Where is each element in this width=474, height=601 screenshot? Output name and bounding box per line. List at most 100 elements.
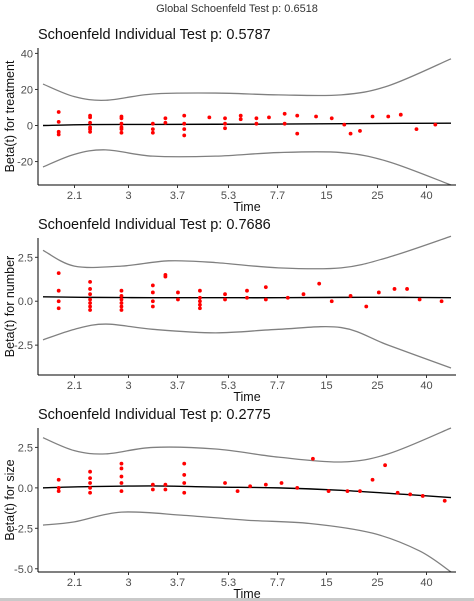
residual-point — [119, 294, 124, 298]
residual-point — [442, 498, 447, 503]
residual-point — [398, 112, 403, 117]
residual-point — [358, 129, 362, 133]
residual-point — [163, 274, 168, 279]
residual-point — [198, 299, 202, 304]
residual-point — [279, 481, 284, 485]
residual-point — [150, 299, 155, 304]
y-tick-label: 0.0 — [18, 296, 33, 308]
residual-point — [317, 281, 322, 286]
panel-title: Schoenfeld Individual Test p: 0.2775 — [38, 407, 271, 423]
residual-point — [88, 129, 92, 134]
residual-point — [295, 485, 300, 490]
residual-point — [235, 489, 240, 493]
residual-point — [245, 288, 249, 293]
residual-point — [119, 489, 124, 493]
residual-point — [420, 494, 425, 498]
x-tick-label: 15 — [320, 380, 332, 392]
y-tick-label: 20 — [21, 84, 33, 96]
x-tick-label: 40 — [420, 577, 432, 589]
residual-point — [119, 130, 124, 135]
residual-point — [314, 114, 318, 119]
residual-point — [439, 299, 444, 304]
panel-3: Schoenfeld Individual Test p: 0.2775 -5.0… — [3, 407, 456, 601]
residual-point — [198, 306, 202, 311]
x-tick-label: 3.7 — [170, 190, 185, 202]
residual-point — [182, 133, 187, 138]
residual-point — [223, 292, 227, 297]
panel-title: Schoenfeld Individual Test p: 0.5787 — [38, 27, 271, 43]
y-tick-label: 0 — [27, 121, 33, 133]
y-tick-label: 40 — [21, 48, 33, 60]
x-tick-label: 40 — [420, 380, 432, 392]
y-tick-label: -2.5 — [14, 340, 33, 352]
residual-point — [386, 114, 391, 119]
lower-confidence-band — [42, 511, 452, 573]
residual-point — [119, 116, 124, 121]
residual-point — [383, 463, 387, 468]
residual-point — [182, 490, 187, 495]
residual-point — [182, 127, 187, 132]
residual-point — [263, 285, 268, 290]
residual-point — [88, 115, 92, 120]
residual-point — [182, 473, 187, 477]
residual-point — [295, 113, 300, 118]
residual-point — [88, 481, 92, 485]
x-tick-label: 3.7 — [170, 380, 185, 392]
residual-point — [358, 489, 362, 493]
fitted-line — [42, 485, 452, 499]
x-tick-label: 2.1 — [67, 577, 82, 589]
residual-point — [182, 481, 187, 485]
residual-point — [150, 482, 155, 487]
residual-point — [414, 127, 419, 132]
x-tick-label: 7.7 — [270, 380, 285, 392]
residual-point — [88, 120, 92, 125]
residual-point — [56, 132, 61, 137]
fitted-line — [42, 122, 452, 127]
residual-point — [88, 292, 92, 297]
residual-point — [223, 126, 227, 131]
residual-point — [88, 304, 92, 309]
residual-point — [56, 110, 61, 114]
residual-point — [119, 121, 124, 126]
residual-point — [119, 461, 124, 466]
residual-point — [392, 287, 397, 291]
residual-point — [182, 121, 187, 126]
residual-point — [150, 304, 155, 309]
residual-point — [342, 122, 347, 127]
residual-point — [329, 116, 334, 121]
residual-point — [285, 295, 290, 300]
y-tick-label: -20 — [17, 157, 33, 169]
x-axis-title: Time — [233, 390, 260, 404]
residual-point — [311, 456, 315, 461]
residual-point — [150, 121, 155, 126]
residual-point — [223, 481, 227, 485]
residual-point — [119, 466, 124, 471]
y-axis-title: Beta(t) for size — [3, 459, 17, 540]
residual-point — [88, 490, 92, 495]
panel-1: Schoenfeld Individual Test p: 0.5787 -20 0… — [3, 27, 456, 214]
residual-point — [182, 113, 187, 118]
panel-title: Schoenfeld Individual Test p: 0.7686 — [38, 217, 271, 233]
residual-point — [395, 490, 400, 495]
residual-point — [282, 121, 287, 126]
residual-point — [370, 477, 375, 482]
residual-point — [88, 469, 92, 474]
residual-point — [119, 481, 124, 485]
x-tick-label: 15 — [320, 190, 332, 202]
upper-confidence-band — [42, 235, 452, 270]
residual-point — [56, 120, 61, 124]
y-axis-title: Beta(t) for treatment — [3, 60, 17, 172]
residual-point — [88, 485, 92, 490]
upper-confidence-band — [42, 427, 452, 463]
residual-point — [56, 129, 61, 134]
residual-point — [198, 288, 202, 293]
residual-point — [182, 461, 187, 466]
residual-point — [176, 297, 180, 302]
lower-confidence-band — [42, 149, 452, 186]
x-tick-label: 5.3 — [221, 380, 236, 392]
residual-point — [119, 288, 124, 293]
residual-point — [163, 120, 168, 125]
x-tick-label: 3 — [125, 380, 131, 392]
residual-point — [301, 292, 306, 297]
